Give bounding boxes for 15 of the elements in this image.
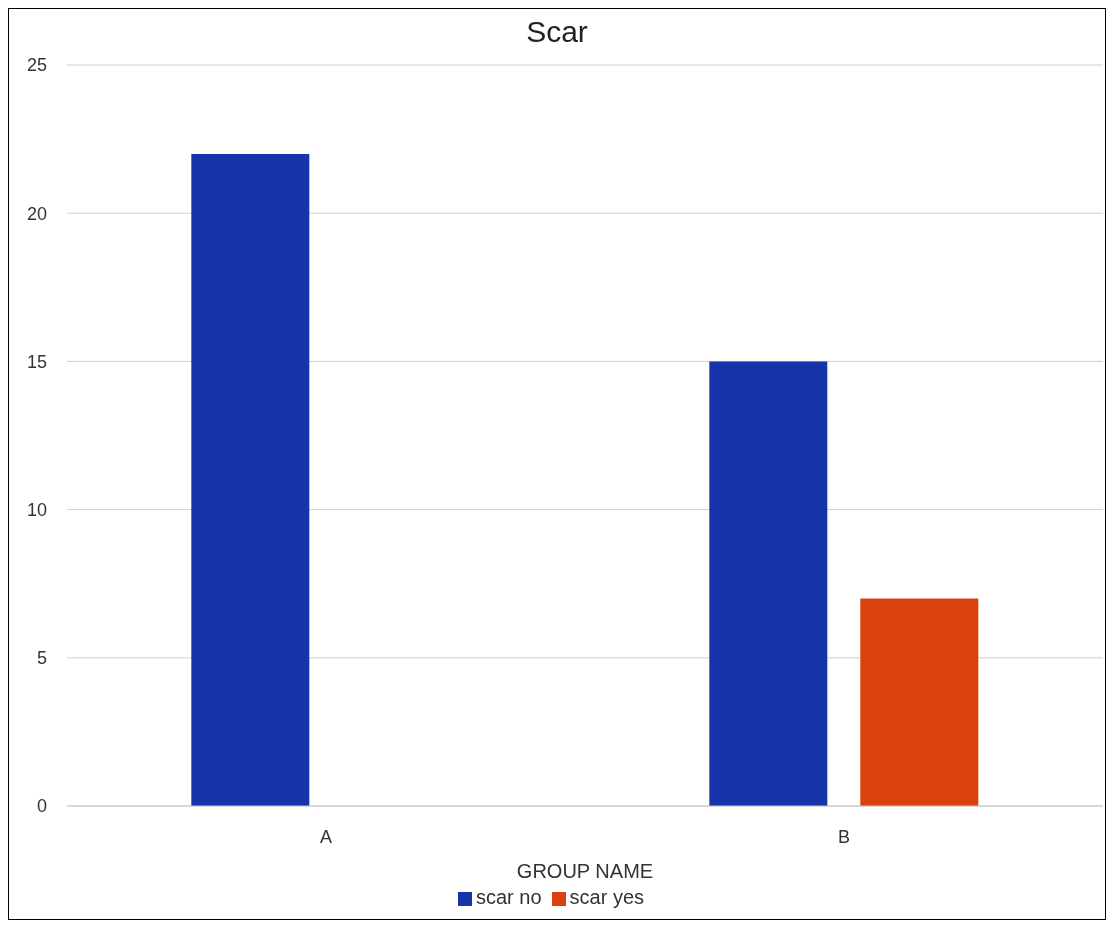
y-tick-label: 25 [26, 55, 47, 76]
legend-label: scar yes [569, 886, 645, 908]
legend-label: scar no [475, 886, 542, 908]
bar [709, 361, 828, 806]
x-axis-title: GROUP NAME [516, 860, 654, 882]
x-tick-label: A [319, 826, 333, 847]
bar [860, 598, 979, 806]
y-tick-label: 20 [26, 203, 47, 224]
chart-title: Scar [525, 14, 589, 50]
y-tick-label: 5 [36, 648, 47, 669]
y-tick-label: 10 [26, 499, 47, 520]
x-tick-label: B [837, 826, 851, 847]
y-tick-label: 0 [36, 796, 47, 817]
y-tick-label: 15 [26, 351, 47, 372]
bar [191, 153, 310, 806]
